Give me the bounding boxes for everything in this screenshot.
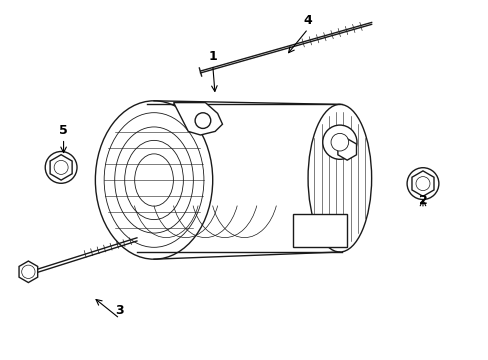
Circle shape (45, 152, 77, 183)
Circle shape (330, 134, 348, 151)
Circle shape (322, 125, 356, 159)
Ellipse shape (95, 101, 212, 259)
Polygon shape (50, 155, 72, 180)
Polygon shape (337, 139, 356, 160)
Text: 3: 3 (115, 304, 124, 317)
Text: 2: 2 (418, 194, 427, 207)
Text: 5: 5 (59, 124, 68, 137)
Circle shape (195, 113, 210, 129)
Polygon shape (19, 261, 38, 283)
Text: 1: 1 (208, 50, 217, 63)
Polygon shape (411, 171, 433, 196)
Polygon shape (173, 103, 222, 135)
Ellipse shape (307, 104, 371, 252)
Circle shape (407, 168, 438, 199)
FancyBboxPatch shape (293, 214, 346, 247)
Text: 4: 4 (303, 14, 312, 27)
